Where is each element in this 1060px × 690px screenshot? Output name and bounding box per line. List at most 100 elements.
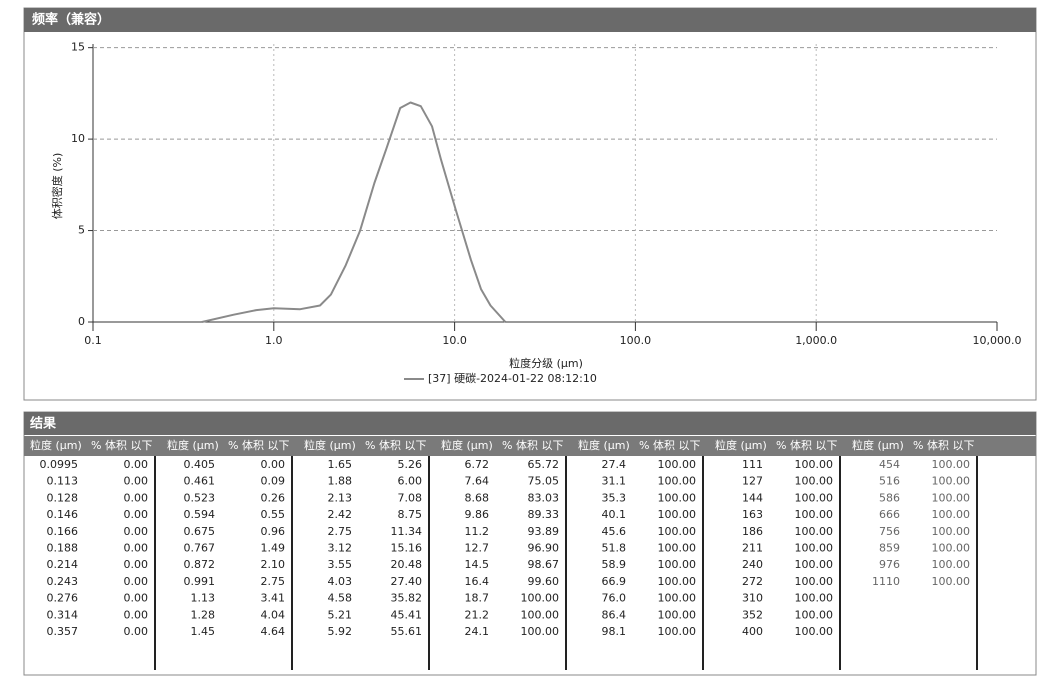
column-header: 粒度 (μm) [441,438,493,452]
volume-below: 0.00 [124,525,149,538]
particle-size: 516 [879,475,900,488]
particle-size: 0.594 [184,508,216,521]
particle-size: 0.461 [184,475,216,488]
volume-below: 89.33 [528,508,560,521]
data-line [201,101,507,323]
column-header: % 体积 以下 [776,438,837,452]
results-title: 结果 [30,416,56,432]
particle-size: 40.1 [602,508,627,521]
volume-below: 100.00 [795,592,834,605]
volume-below: 100.00 [658,491,697,504]
particle-size: 9.86 [465,508,490,521]
volume-below: 0.00 [124,508,149,521]
particle-size: 400 [742,625,763,638]
volume-below: 100.00 [658,575,697,588]
particle-size: 144 [742,491,763,504]
volume-below: 7.08 [398,491,423,504]
volume-below: 100.00 [658,608,697,621]
volume-below: 75.05 [528,475,560,488]
volume-below: 20.48 [391,558,423,571]
volume-below: 0.09 [261,475,286,488]
column-header: 粒度 (μm) [304,438,356,452]
volume-below: 100.00 [658,475,697,488]
volume-below: 11.34 [391,525,423,538]
particle-size: 66.9 [602,575,627,588]
volume-below: 45.41 [391,608,423,621]
column-header: % 体积 以下 [365,438,426,452]
particle-size: 163 [742,508,763,521]
particle-size: 756 [879,525,900,538]
particle-size: 0.675 [184,525,216,538]
particle-size: 0.357 [47,625,79,638]
volume-below: 0.00 [124,608,149,621]
particle-size: 0.314 [47,608,79,621]
particle-size: 0.767 [184,542,216,555]
volume-below: 100.00 [795,625,834,638]
particle-size: 1.28 [191,608,216,621]
y-tick-label: 0 [78,315,85,328]
particle-size: 4.03 [328,575,353,588]
volume-below: 100.00 [658,542,697,555]
legend-label: [37] 硬碳-2024-01-22 08:12:10 [428,371,597,385]
volume-below: 96.90 [528,542,560,555]
column-header: % 体积 以下 [639,438,700,452]
particle-size: 6.72 [465,458,490,471]
volume-below: 98.67 [528,558,560,571]
column-header: % 体积 以下 [502,438,563,452]
volume-below: 100.00 [658,625,697,638]
particle-size: 2.75 [328,525,353,538]
volume-below: 0.00 [124,458,149,471]
particle-size: 14.5 [465,558,490,571]
volume-below: 100.00 [658,592,697,605]
volume-below: 0.00 [124,625,149,638]
volume-below: 1.49 [261,542,286,555]
particle-size: 111 [742,458,763,471]
volume-below: 0.00 [124,475,149,488]
volume-below: 100.00 [932,508,971,521]
x-axis-label: 粒度分级 (μm) [509,356,583,370]
volume-below: 100.00 [932,491,971,504]
y-tick-label: 5 [78,224,85,237]
column-header-row [24,436,1036,456]
particle-size: 0.523 [184,491,216,504]
particle-size: 0.0995 [40,458,79,471]
particle-size: 5.21 [328,608,353,621]
volume-below: 65.72 [528,458,560,471]
particle-size: 586 [879,491,900,504]
particle-size: 1.65 [328,458,353,471]
particle-size: 18.7 [465,592,490,605]
particle-size: 35.3 [602,491,627,504]
particle-size: 86.4 [602,608,627,621]
particle-size: 0.276 [47,592,79,605]
column-header: 粒度 (μm) [167,438,219,452]
volume-below: 100.00 [932,475,971,488]
y-tick-label: 10 [71,132,85,145]
particle-size: 976 [879,558,900,571]
particle-size: 0.188 [47,542,79,555]
volume-below: 99.60 [528,575,560,588]
volume-below: 8.75 [398,508,423,521]
volume-below: 2.10 [261,558,286,571]
y-axis-label: 体积密度 (%) [50,153,64,220]
particle-size: 454 [879,458,900,471]
volume-below: 100.00 [795,475,834,488]
particle-size: 1.13 [191,592,216,605]
particle-size: 3.12 [328,542,353,555]
x-tick-label: 10,000.0 [973,334,1022,347]
x-tick-label: 10.0 [442,334,467,347]
volume-below: 100.00 [658,458,697,471]
particle-size: 0.872 [184,558,216,571]
volume-below: 100.00 [795,458,834,471]
particle-size: 186 [742,525,763,538]
particle-size: 666 [879,508,900,521]
x-tick-label: 1,000.0 [795,334,837,347]
particle-size: 0.214 [47,558,79,571]
volume-below: 27.40 [391,575,423,588]
particle-size: 58.9 [602,558,627,571]
particle-size: 2.42 [328,508,353,521]
particle-size: 0.113 [47,475,79,488]
particle-size: 272 [742,575,763,588]
volume-below: 100.00 [795,508,834,521]
chart-panel [23,7,1037,401]
